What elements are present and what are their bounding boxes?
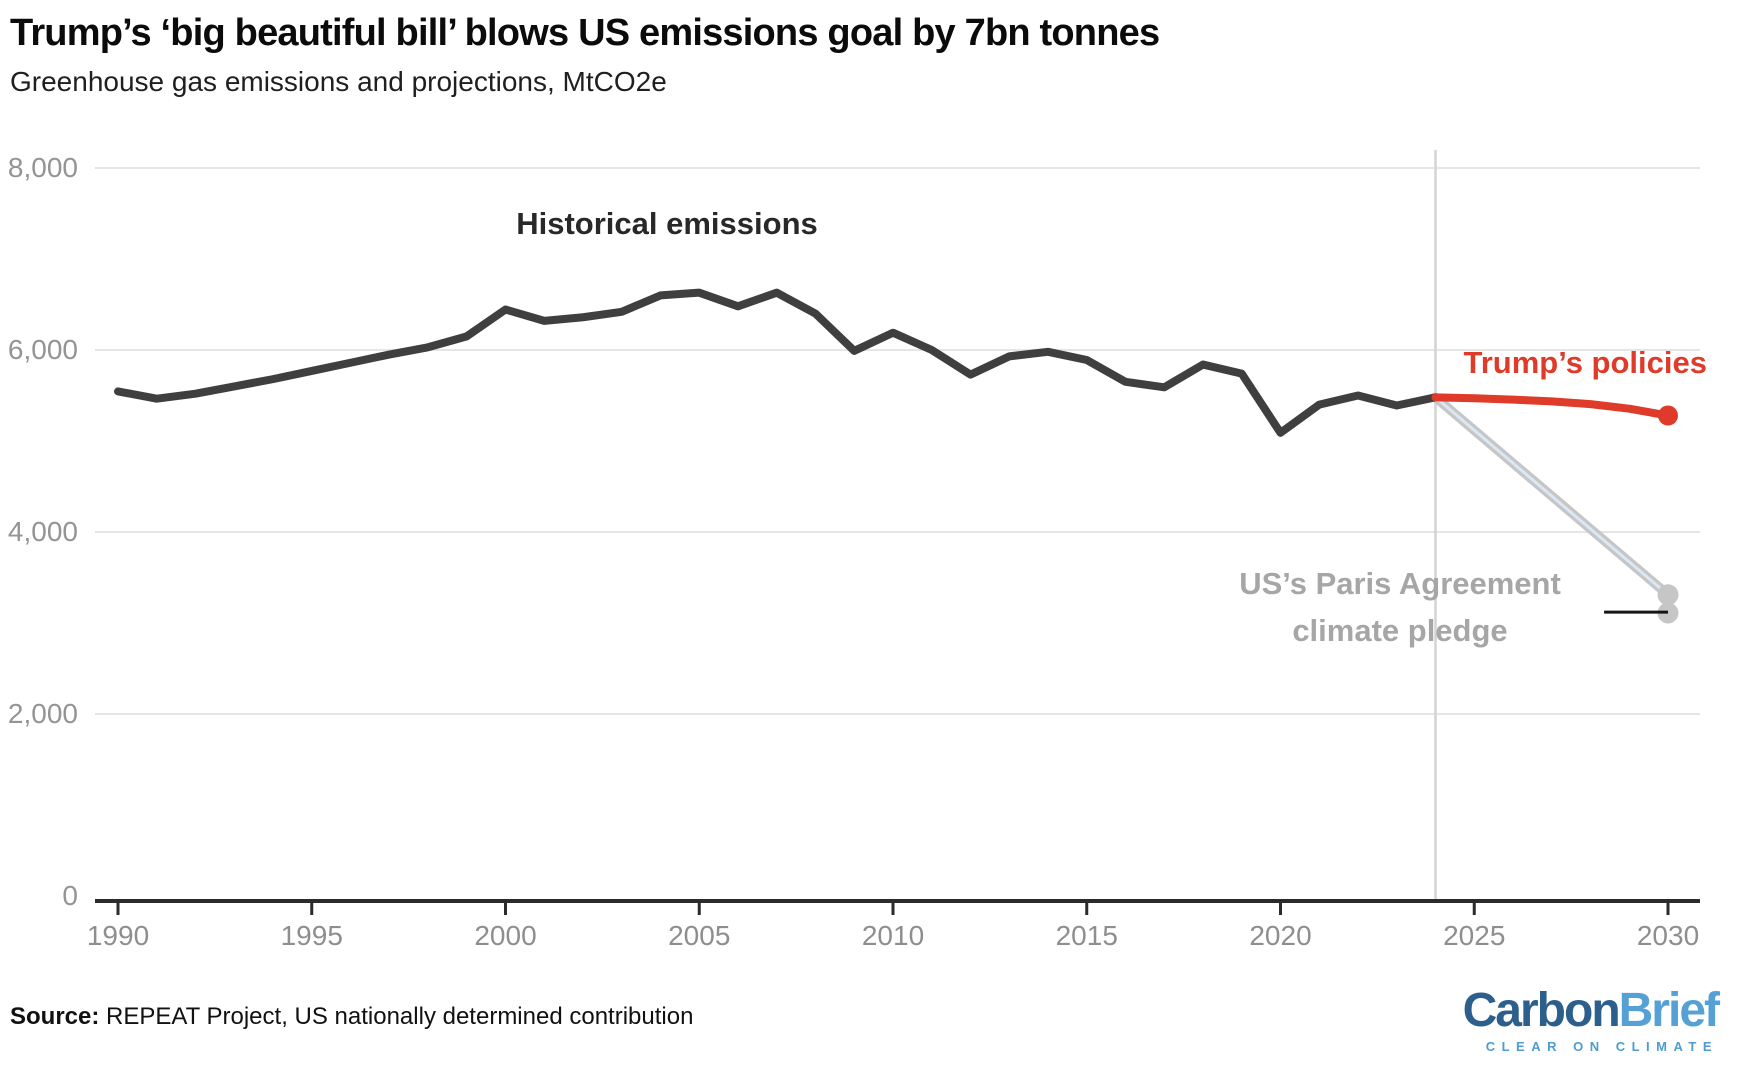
- carbonbrief-wordmark: CarbonBrief: [1462, 984, 1720, 1037]
- annotation-trumps-policies: Trump’s policies: [1463, 345, 1707, 380]
- x-tick-label-2015: 2015: [1055, 920, 1118, 951]
- chart-subtitle: Greenhouse gas emissions and projections…: [10, 66, 667, 97]
- source-note: Source: REPEAT Project, US nationally de…: [10, 1003, 693, 1031]
- trumps-policies-endpoint-dot: [1658, 405, 1678, 426]
- logo-brief: Brief: [1618, 984, 1720, 1037]
- annotation-paris-line1: US’s Paris Agreement: [1239, 566, 1561, 601]
- trumps-policies-line: [1431, 393, 1672, 420]
- logo-carbon: Carbon: [1462, 984, 1621, 1037]
- y-tick-label-4000: 4,000: [7, 516, 78, 547]
- x-tick-label-1990: 1990: [86, 920, 150, 951]
- x-tick-label-2005: 2005: [668, 920, 731, 951]
- y-tick-label-6000: 6,000: [7, 334, 78, 365]
- x-tick-label-2010: 2010: [861, 920, 925, 951]
- carbonbrief-logo: CarbonBrief CLEAR ON CLIMATE: [1462, 984, 1720, 1055]
- y-tick-label-2000: 2,000: [7, 698, 78, 729]
- source-text: REPEAT Project, US nationally determined…: [99, 1003, 694, 1030]
- x-tick-label-1995: 1995: [280, 920, 343, 951]
- source-label: Source:: [10, 1003, 100, 1030]
- x-tick-label-2030: 2030: [1636, 920, 1700, 951]
- x-tick-label-2020: 2020: [1249, 920, 1312, 951]
- y-tick-label-0: 0: [62, 880, 78, 911]
- y-tick-label-8000: 8,000: [7, 152, 78, 183]
- historical-emissions-line: [114, 288, 1440, 437]
- page-title: Trump’s ‘big beautiful bill’ blows US em…: [10, 12, 1160, 54]
- logo-tagline: CLEAR ON CLIMATE: [1485, 1039, 1718, 1054]
- annotation-paris-line2: climate pledge: [1292, 613, 1508, 648]
- x-tick-label-2000: 2000: [474, 920, 537, 951]
- annotation-historical-emissions: Historical emissions: [516, 206, 818, 241]
- paris-pledge-line-core: [1434, 395, 1670, 597]
- paris-pledge-endpoint-dot-1: [1657, 584, 1679, 606]
- x-tick-label-2025: 2025: [1443, 920, 1506, 951]
- annotation-paris-pledge: US’s Paris Agreement climate pledge: [1239, 560, 1561, 654]
